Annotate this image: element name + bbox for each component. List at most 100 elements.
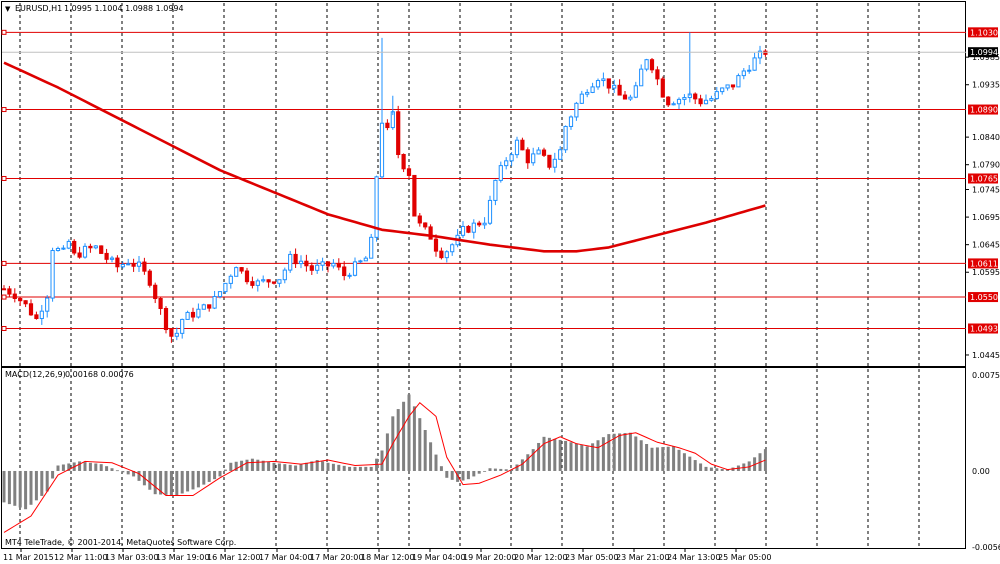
candle — [190, 307, 196, 322]
candle-body — [369, 236, 374, 259]
histogram-bar — [591, 443, 595, 471]
level-label-0: 1.1030 — [970, 28, 998, 37]
candle — [61, 245, 66, 251]
level-anchor-1 — [1, 107, 7, 113]
candle — [541, 147, 547, 157]
candle-body — [628, 96, 633, 100]
histogram-bar — [110, 468, 114, 471]
histogram-bar — [526, 454, 530, 471]
candle — [682, 94, 687, 106]
candle — [379, 118, 385, 179]
histogram-bar — [369, 466, 373, 471]
candle-body — [471, 222, 476, 233]
candle — [552, 152, 557, 173]
candle — [639, 64, 644, 87]
candle-body — [309, 265, 314, 271]
candle-body — [396, 111, 401, 155]
candle-body — [115, 257, 120, 268]
histogram-bar — [450, 470, 454, 480]
histogram-bar — [169, 470, 173, 496]
candle — [88, 243, 93, 253]
candle-body — [277, 279, 282, 284]
candle — [120, 261, 125, 269]
candle — [714, 87, 719, 100]
histogram-bar — [83, 462, 87, 471]
histogram-bar — [537, 442, 541, 471]
histogram-bar — [434, 454, 438, 471]
symbol-label: EURUSD,H1 — [15, 4, 62, 13]
candle-body — [255, 280, 260, 286]
candle — [747, 65, 752, 74]
candle — [450, 243, 455, 256]
candle-body — [293, 253, 298, 265]
candle-body — [266, 279, 271, 283]
candle-body — [531, 153, 536, 164]
candle — [50, 247, 55, 302]
candle — [66, 239, 71, 250]
candle — [606, 78, 611, 94]
candle-body — [352, 261, 358, 276]
candle-body — [39, 310, 44, 320]
histogram-bar — [623, 433, 627, 471]
candle — [568, 115, 574, 130]
candle — [655, 66, 660, 86]
candle-body — [514, 139, 520, 156]
candle — [509, 152, 514, 167]
histogram-bar — [7, 470, 11, 505]
candle-body — [606, 78, 611, 89]
candle-body — [703, 99, 709, 105]
candle — [385, 119, 390, 131]
candle — [444, 250, 449, 263]
candle — [147, 269, 152, 288]
histogram-bar — [2, 470, 6, 503]
histogram-bar — [601, 437, 605, 471]
candle — [514, 136, 520, 159]
candle-body — [736, 75, 741, 88]
candle-body — [558, 149, 563, 160]
histogram-bar — [477, 470, 481, 474]
candle-body — [120, 263, 125, 268]
candle-body — [439, 250, 444, 259]
histogram-bar — [520, 459, 524, 471]
histogram-bar — [326, 462, 330, 471]
candle-body — [315, 264, 320, 271]
candle-body — [595, 80, 601, 88]
candle — [763, 49, 768, 57]
candle-body — [379, 122, 385, 178]
histogram-bar — [159, 470, 163, 495]
candle — [28, 299, 34, 316]
candle-body — [660, 78, 665, 98]
candle-body — [752, 57, 757, 71]
histogram-bar — [585, 446, 589, 471]
candle — [266, 279, 271, 288]
candle — [82, 243, 88, 259]
histogram-bar — [385, 433, 389, 471]
candle-body — [401, 153, 406, 170]
candle-body — [61, 247, 66, 250]
candle-body — [228, 275, 233, 284]
candle — [579, 90, 584, 104]
histogram-bar — [466, 470, 470, 480]
histogram-bar — [358, 466, 362, 471]
histogram-bar — [13, 470, 17, 506]
candle-body — [190, 311, 196, 318]
candle-body — [487, 199, 493, 224]
histogram-bar — [596, 440, 600, 471]
candle — [320, 257, 325, 271]
candle — [520, 137, 525, 151]
level-anchor-3 — [1, 260, 7, 266]
candle-body — [88, 245, 93, 249]
candle — [271, 281, 277, 285]
histogram-bar — [655, 447, 659, 471]
chart-collapse-icon[interactable]: ▼ — [5, 5, 11, 13]
price-label-7: 1.0595 — [972, 268, 1000, 277]
candle — [439, 247, 444, 260]
candle-body — [601, 78, 606, 82]
candle — [487, 195, 493, 226]
level-box-4 — [968, 292, 998, 303]
candle — [644, 58, 649, 72]
candle-body — [504, 160, 509, 167]
candle — [369, 233, 374, 259]
histogram-bar — [29, 470, 33, 505]
histogram-bar — [407, 394, 411, 471]
